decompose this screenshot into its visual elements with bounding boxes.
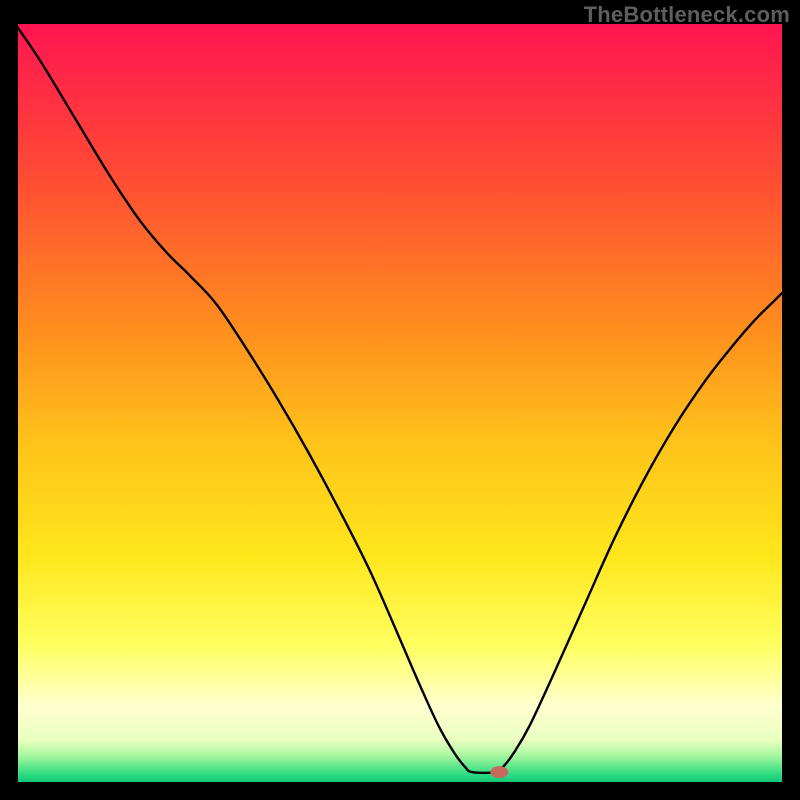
chart-frame: TheBottleneck.com [0,0,800,800]
optimum-marker [490,766,508,778]
chart-svg [18,24,782,782]
plot-area [18,24,782,782]
watermark-text: TheBottleneck.com [584,2,790,28]
gradient-background [18,24,782,782]
